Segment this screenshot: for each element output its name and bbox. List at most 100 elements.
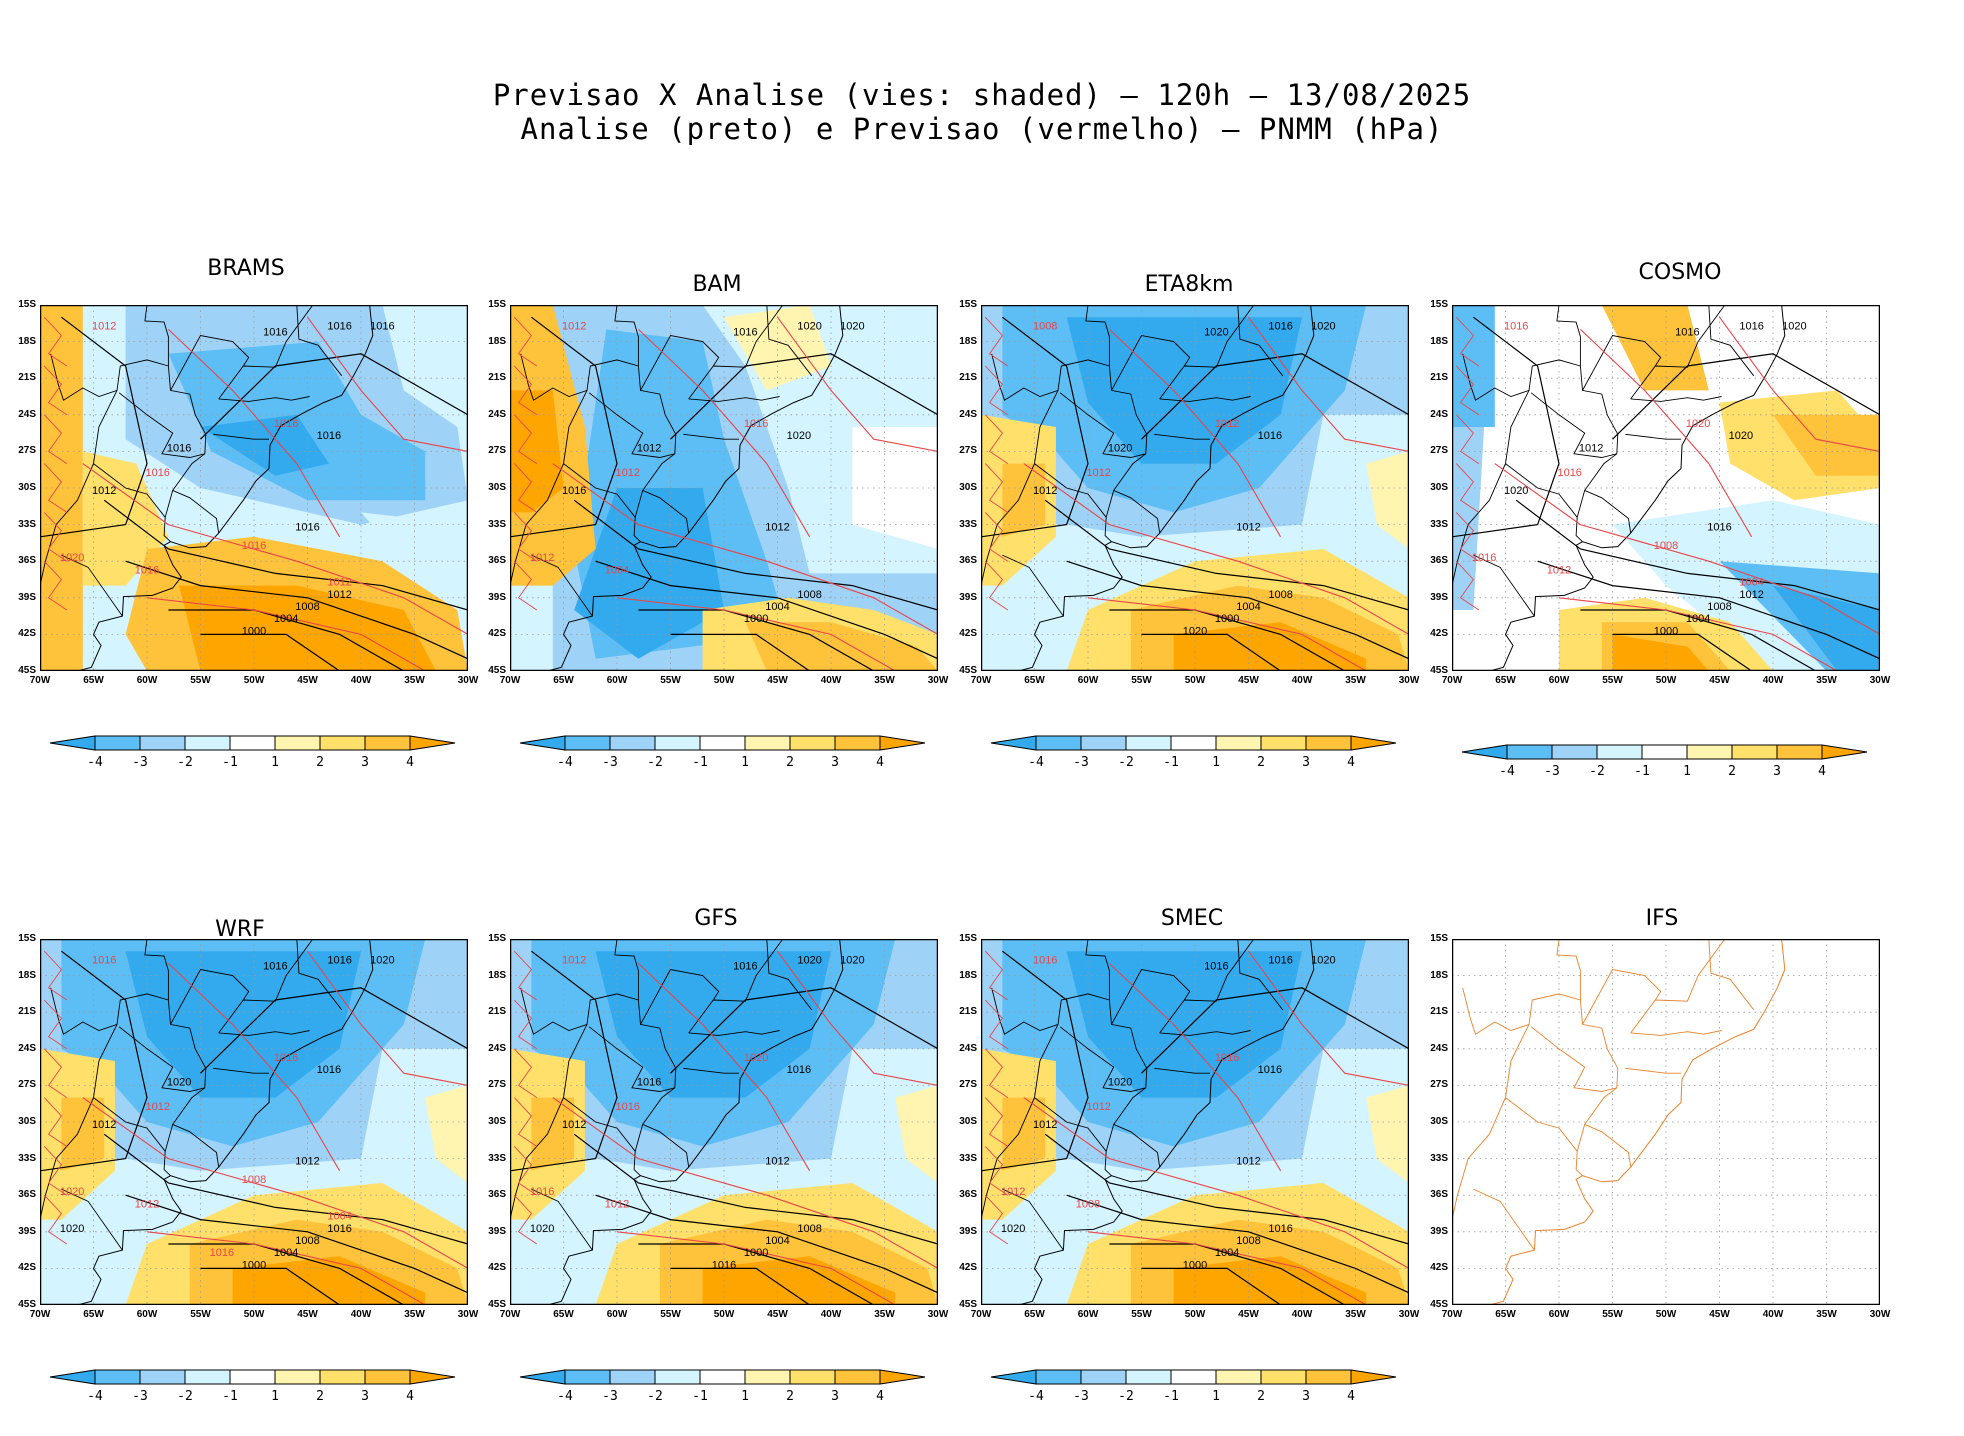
colorbar-label: -2: [647, 755, 663, 770]
map-panel-cosmo: 1016 1016 1020 1012 1020 1020 1016 1012 1008 1004…: [1452, 305, 1880, 671]
forecast-contour-label: 1012: [92, 320, 116, 332]
lon-tick-label: 45W: [767, 1309, 788, 1320]
lon-tick-label: 35W: [404, 1309, 425, 1320]
analysis-contour-label: 1020: [1729, 430, 1753, 442]
colorbar-swatch: [229, 735, 276, 751]
lon-tick-label: 60W: [1548, 1309, 1570, 1320]
lon-tick-label: 50W: [1655, 675, 1677, 686]
forecast-contour-label: 1004: [327, 1211, 351, 1223]
lon-tick-label: 30W: [457, 1309, 479, 1320]
lat-tick-label: 39S: [1430, 1225, 1448, 1237]
lon-tick-label: 45W: [767, 675, 788, 686]
analysis-contour-label: 1012: [92, 1119, 116, 1131]
panel-title-cosmo: COSMO: [1638, 260, 1722, 285]
panel-title-eta8km: ETA8km: [1144, 272, 1234, 297]
colorbar-label: 4: [1347, 1389, 1355, 1404]
forecast-contour-label: 1012: [1215, 418, 1239, 430]
colorbar-swatch: [1506, 744, 1553, 760]
analysis-contour-label: 1016: [1707, 522, 1731, 534]
lat-tick-label: 27S: [488, 1079, 506, 1091]
lat-tick-label: 39S: [1430, 591, 1448, 603]
bias-shading-area: [895, 1085, 938, 1183]
colorbar-label: 2: [1728, 764, 1736, 779]
lon-tick-label: 30W: [1398, 1309, 1420, 1320]
analysis-contour-label: 1020: [167, 1076, 191, 1088]
figure-title-line1: Previsao X Analise (vies: shaded) — 120h…: [492, 78, 1472, 112]
lat-tick-label: 33S: [18, 1152, 36, 1164]
analysis-contour-label: 1016: [295, 522, 319, 534]
lat-tick-label: 18S: [1430, 969, 1448, 981]
lat-tick-label: 15S: [488, 933, 506, 944]
analysis-contour-label: 1016: [1268, 954, 1292, 966]
analysis-contour-label: 1008: [797, 1223, 821, 1235]
colorbar-swatch: [274, 735, 321, 751]
lat-tick-label: 18S: [488, 969, 506, 981]
lat-tick-label: 45S: [18, 665, 36, 676]
lat-tick-label: 45S: [959, 1299, 977, 1310]
colorbar-swatch: [319, 1369, 366, 1385]
analysis-contour-label: 1004: [1215, 1247, 1239, 1259]
lat-tick-label: 21S: [959, 1006, 977, 1018]
colorbar-swatch: [699, 735, 746, 751]
lat-tick-label: 18S: [488, 335, 506, 347]
forecast-contour-label: 1012: [562, 954, 586, 966]
analysis-contour-label: 1008: [1236, 1235, 1260, 1247]
lat-tick-label: 21S: [488, 1006, 506, 1018]
lat-tick-label: 30S: [1430, 482, 1448, 493]
colorbar-swatch: [1125, 1369, 1172, 1385]
colorbar-label: -2: [177, 755, 193, 770]
lat-tick-label: 24S: [18, 1042, 36, 1054]
lat-tick-label: 27S: [959, 1079, 977, 1091]
colorbar-label: -3: [602, 1389, 618, 1404]
map-panel-gfs: 1016 1020 1020 1016 1012 1016 1012 1008 1004 1000…: [510, 939, 938, 1305]
colorbar-swatch: [94, 1369, 141, 1385]
panel-title-smec: SMEC: [1160, 906, 1224, 931]
lat-tick-label: 27S: [959, 445, 977, 457]
lon-tick-label: 60W: [606, 1309, 628, 1320]
analysis-contour-label: 1016: [1675, 327, 1699, 339]
colorbar: -4 -3 -2 -1 1 2 3 4: [989, 1369, 1399, 1409]
lon-tick-label: 55W: [190, 1309, 211, 1320]
colorbar-swatch: [1035, 1369, 1082, 1385]
lat-tick-label: 18S: [18, 335, 36, 347]
lon-tick-label: 40W: [350, 675, 372, 686]
forecast-contour-label: 1004: [1739, 577, 1763, 589]
lon-tick-label: 65W: [1024, 1309, 1045, 1320]
lat-tick-label: 42S: [1430, 628, 1448, 640]
lat-tick-label: 15S: [959, 299, 977, 310]
analysis-contour-label: 1016: [327, 320, 351, 332]
bias-shading-area: [1452, 427, 1485, 610]
colorbar-label: 2: [316, 755, 324, 770]
analysis-contour-label: 1000: [242, 625, 266, 637]
forecast-contour-label: 1016: [274, 1052, 298, 1064]
colorbar-swatch: [1215, 1369, 1262, 1385]
colorbar-swatch: [1215, 735, 1262, 751]
forecast-contour-label: 1020: [60, 1186, 84, 1198]
colorbar-swatch: [654, 735, 701, 751]
lon-tick-label: 50W: [243, 1309, 265, 1320]
lat-tick-label: 18S: [18, 969, 36, 981]
lat-tick-label: 36S: [488, 1189, 506, 1201]
analysis-contour-label: 1016: [712, 1259, 736, 1271]
map-panel-wrf: 1016 1016 1020 1020 1012 1016 1012 1016 1008 1004…: [40, 939, 468, 1305]
colorbar-label: -1: [692, 1389, 708, 1404]
lon-tick-label: 45W: [297, 1309, 318, 1320]
colorbar-label: -1: [1634, 764, 1650, 779]
analysis-contour-label: 1016: [1268, 1223, 1292, 1235]
lat-tick-label: 30S: [959, 482, 977, 493]
lon-tick-label: 35W: [1345, 675, 1366, 686]
forecast-contour-label: 1016: [1557, 467, 1581, 479]
colorbar-swatch: [654, 1369, 701, 1385]
analysis-contour-label: 1020: [1782, 320, 1806, 332]
colorbar-label: 3: [1773, 764, 1781, 779]
forecast-contour-label: 1008: [1033, 320, 1057, 332]
forecast-contour-label: 1012: [1547, 564, 1571, 576]
colorbar: -4 -3 -2 -1 1 2 3 4: [989, 735, 1399, 775]
colorbar-label: -3: [1544, 764, 1560, 779]
lon-tick-label: 60W: [1548, 675, 1570, 686]
lat-tick-label: 36S: [1430, 1189, 1448, 1201]
forecast-contour-label: 1016: [744, 418, 768, 430]
lon-tick-label: 60W: [606, 675, 628, 686]
forecast-contour-label: 1008: [242, 1174, 266, 1186]
colorbar-label: -4: [557, 1389, 573, 1404]
